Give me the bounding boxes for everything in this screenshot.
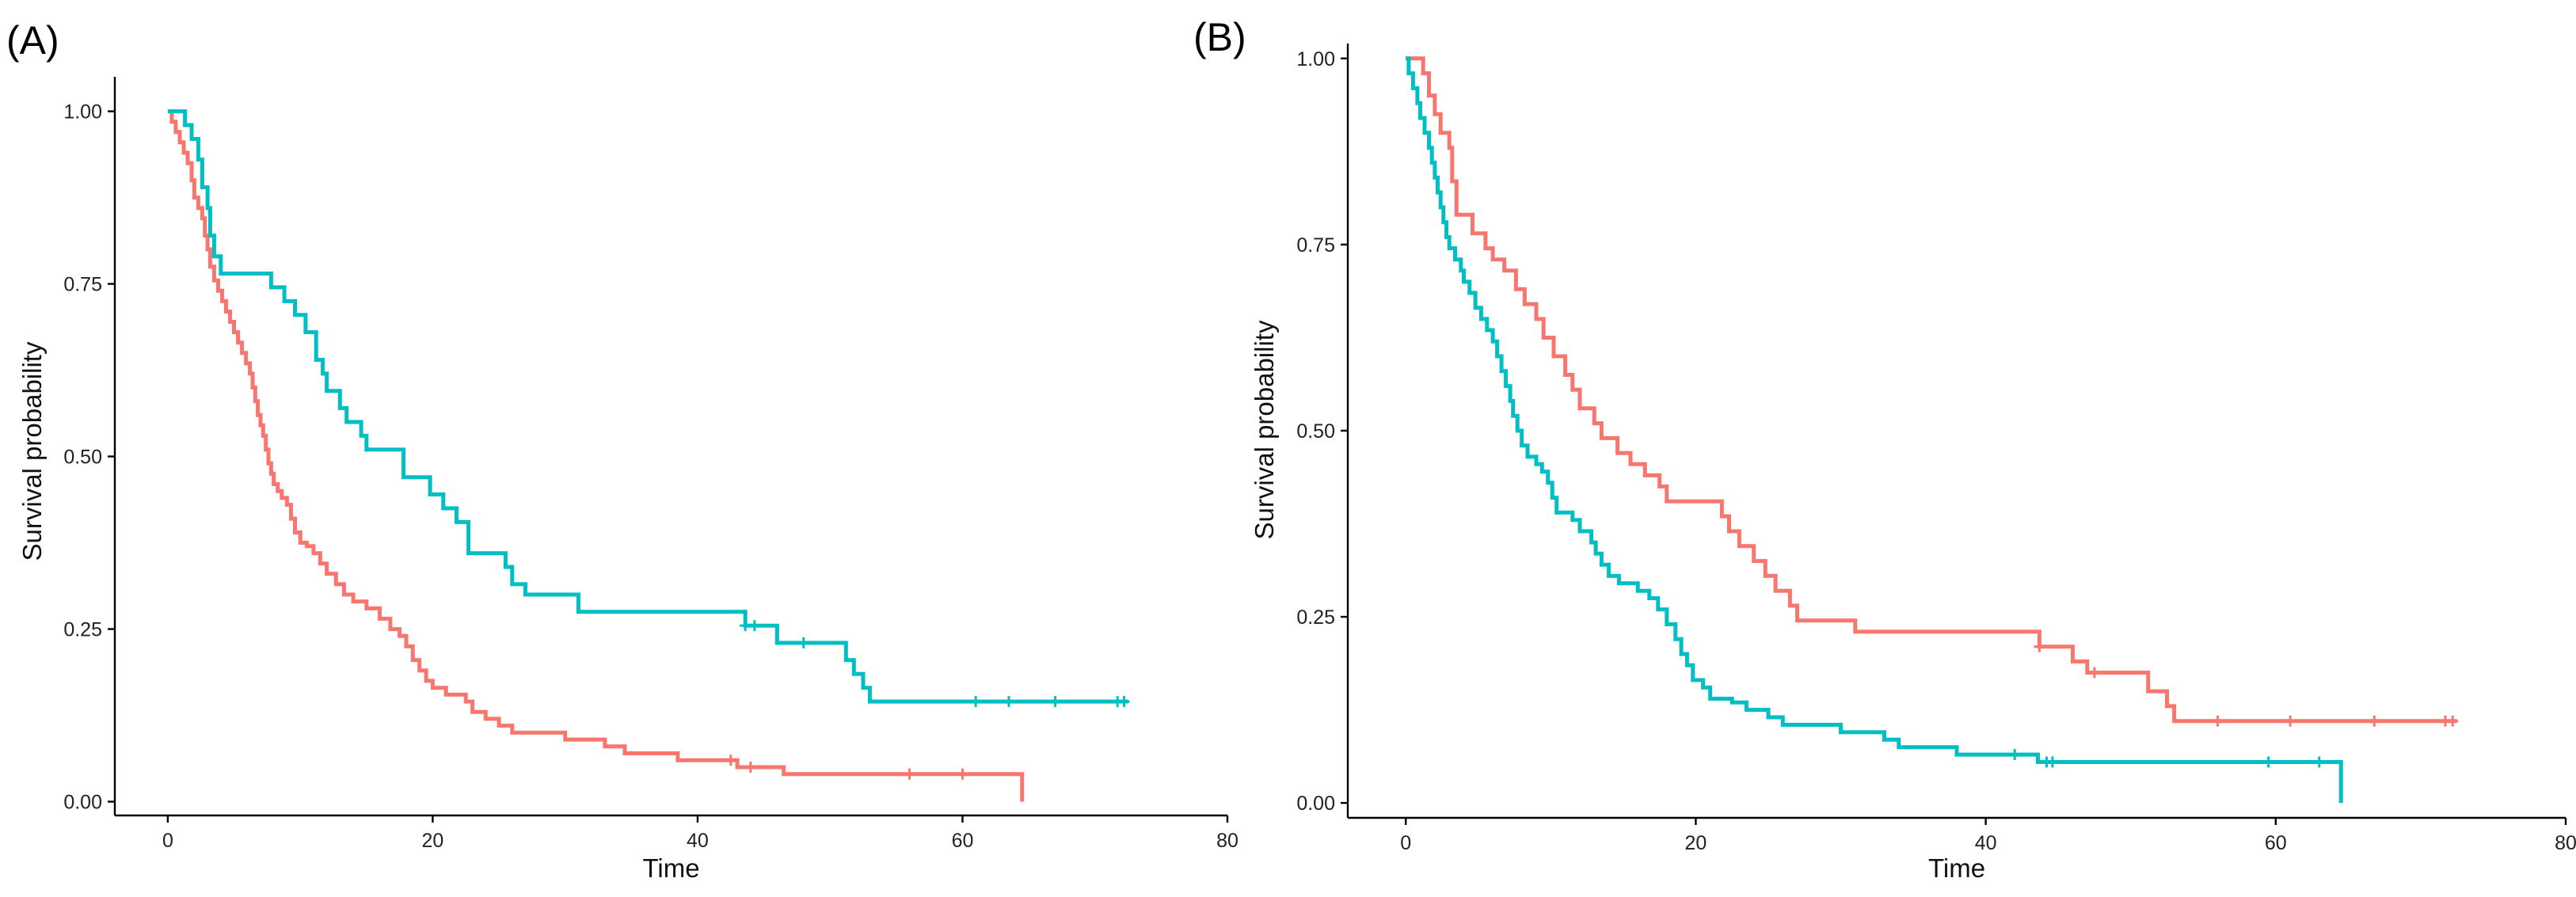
x-tick-label: 0 (1400, 832, 1411, 854)
y-tick-label: 1.00 (63, 101, 102, 124)
red-survival-curve-a (167, 109, 1025, 802)
y-tick-label: 0.50 (1296, 420, 1335, 443)
x-tick-label: 20 (422, 830, 444, 852)
x-tick-label: 60 (952, 830, 974, 852)
y-tick-label: 1.00 (1296, 48, 1335, 70)
panel-a-km-plot: 0.00 0.25 0.50 0.75 1.00 0 20 40 60 80 Time Surviva… (6, 18, 1239, 883)
y-axis-title-a: Survival probability (17, 341, 47, 561)
y-tick-label: 0.75 (63, 274, 102, 296)
teal-survival-curve-a (167, 109, 1128, 704)
x-tick-label: 20 (1685, 832, 1707, 854)
x-tick-label: 80 (1216, 830, 1239, 852)
panel-label-b: (B) (1193, 15, 1246, 59)
y-tick-label: 0.00 (1296, 792, 1335, 815)
panel-label-a: (A) (6, 18, 59, 63)
x-tick-label: 40 (687, 830, 709, 852)
y-tick-label: 0.25 (63, 619, 102, 641)
y-tick-label: 0.25 (1296, 606, 1335, 629)
teal-survival-curve-b (1406, 56, 2343, 804)
y-tick-label: 0.50 (63, 447, 102, 469)
x-tick-label: 60 (2265, 832, 2287, 854)
x-tick-label: 40 (1975, 832, 1997, 854)
panel-b-km-plot: 0.00 0.25 0.50 0.75 1.00 0 20 40 60 80 Time Surviva… (1193, 15, 2576, 883)
x-axis-title-a: Time (642, 853, 699, 883)
y-tick-label: 0.00 (63, 792, 102, 814)
y-axis-title-b: Survival probability (1250, 320, 1279, 539)
x-tick-label: 80 (2555, 832, 2576, 854)
y-tick-label: 0.75 (1296, 234, 1335, 257)
red-survival-curve-b (1406, 56, 2457, 724)
x-tick-label: 0 (162, 830, 173, 852)
x-axis-title-b: Time (1928, 853, 1985, 883)
